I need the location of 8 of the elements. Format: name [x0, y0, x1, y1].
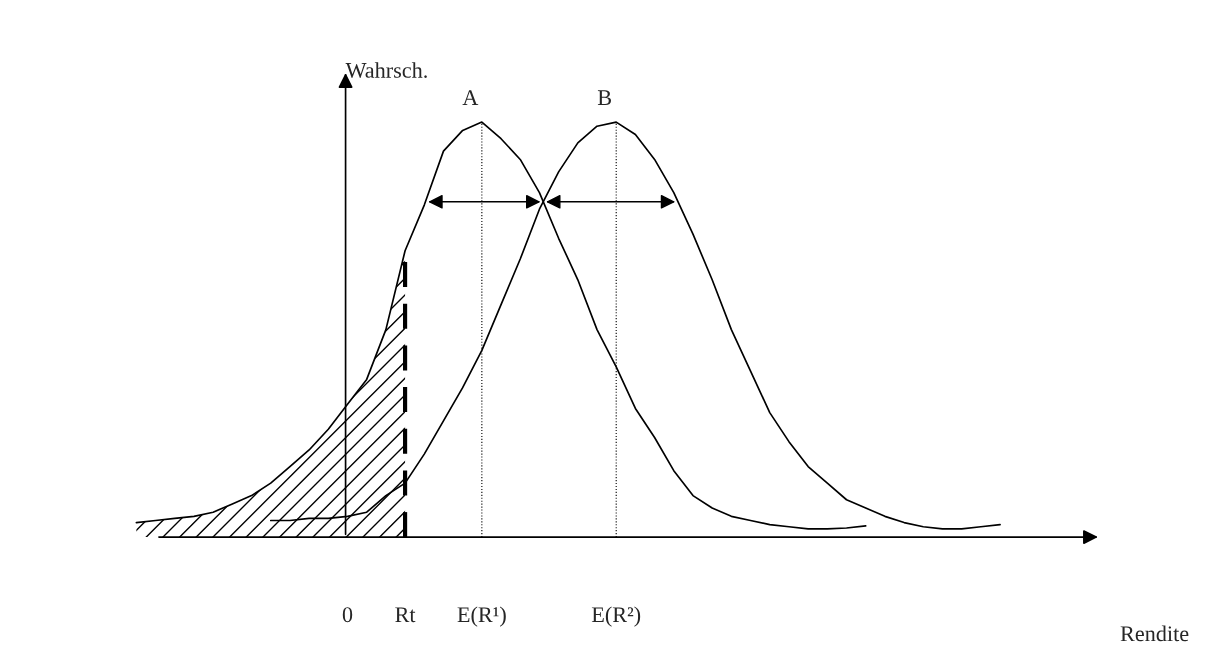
series-label: B [597, 90, 612, 105]
x-tick-label: E(R¹) [457, 606, 506, 627]
x-tick-label: Rt [395, 607, 416, 623]
x-tick-label: 0 [342, 607, 353, 623]
text: Rendite [1120, 625, 1189, 642]
series-label: A [462, 90, 479, 105]
y-axis-title: Wahrsch. [345, 62, 427, 78]
x-tick-label: E(R²) [591, 606, 641, 627]
